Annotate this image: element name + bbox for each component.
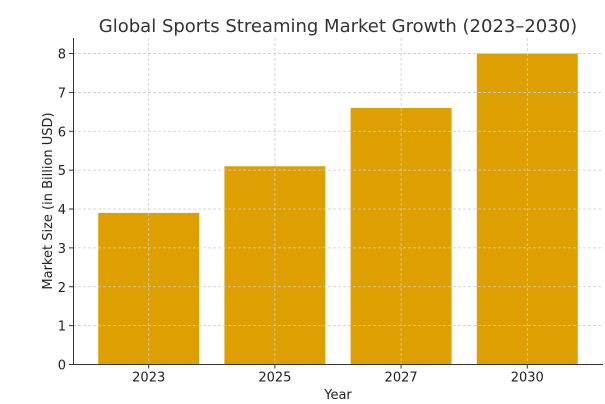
x-tick-label: 2030: [511, 371, 544, 386]
y-tick-label: 5: [58, 164, 66, 179]
y-tick-label: 6: [58, 125, 66, 140]
chart-title: Global Sports Streaming Market Growth (2…: [99, 16, 577, 37]
y-tick-label: 4: [58, 203, 66, 218]
y-tick-label: 0: [58, 359, 66, 374]
y-tick-label: 1: [58, 320, 66, 335]
y-tick-label: 8: [58, 48, 66, 63]
x-axis-label: Year: [323, 388, 352, 403]
x-tick-label: 2027: [385, 371, 418, 386]
y-tick-label: 2: [58, 281, 66, 296]
y-tick-label: 3: [58, 242, 66, 257]
y-tick-label: 7: [58, 86, 66, 101]
x-tick-label: 2023: [132, 371, 165, 386]
x-tick-label: 2025: [258, 371, 291, 386]
y-axis-label: Market Size (in Billion USD): [41, 112, 56, 289]
